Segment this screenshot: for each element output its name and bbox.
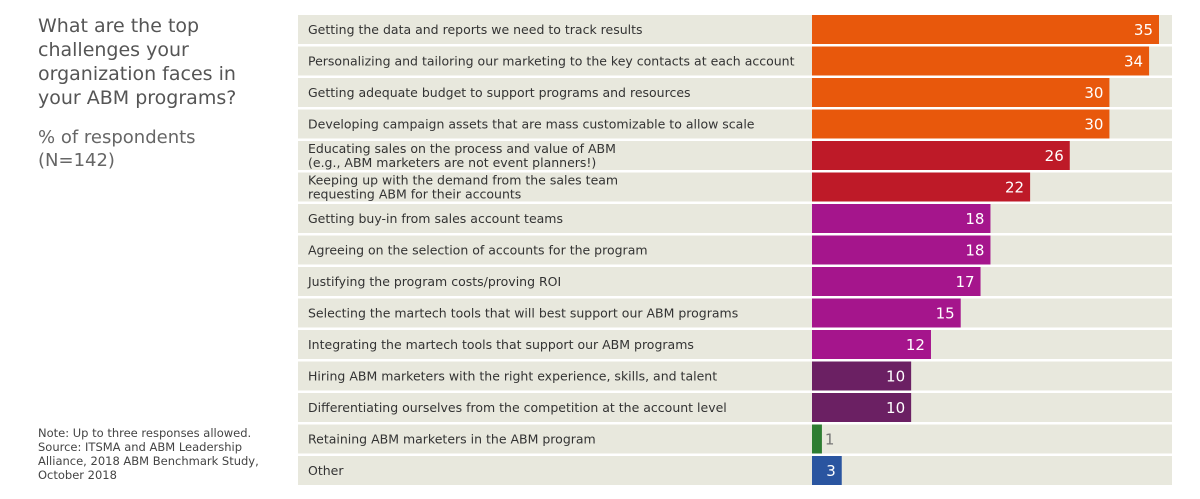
chart-row: Educating sales on the process and value… (298, 141, 1172, 170)
chart-subtitle: % of respondents (N=142) (38, 126, 278, 172)
chart-row: Other 3 (298, 456, 1172, 485)
bar (812, 456, 842, 485)
bar (812, 330, 931, 359)
chart-row: Keeping up with the demand from the sale… (298, 172, 1172, 202)
category-label: Educating sales on the process and value… (308, 141, 616, 170)
value-label: 22 (1005, 179, 1024, 197)
bar (812, 78, 1110, 107)
category-label-line: Educating sales on the process and value… (308, 141, 616, 156)
category-label: Getting buy-in from sales account teams (308, 211, 563, 226)
value-label: 10 (886, 399, 905, 417)
category-label-line: Keeping up with the demand from the sale… (308, 173, 618, 188)
value-label: 30 (1084, 116, 1103, 134)
category-label: Other (308, 463, 344, 478)
chart-row: Agreeing on the selection of accounts fo… (298, 235, 1172, 265)
category-label: Justifying the program costs/proving ROI (307, 274, 561, 289)
row-background (298, 424, 1172, 454)
chart-row: Justifying the program costs/proving ROI… (298, 267, 1172, 296)
value-label: 34 (1124, 53, 1143, 71)
value-label: 1 (825, 431, 835, 449)
value-label: 35 (1134, 21, 1153, 39)
row-background (298, 204, 1172, 233)
value-label: 15 (936, 305, 955, 323)
category-label: Keeping up with the demand from the sale… (308, 173, 618, 202)
row-background (298, 235, 1172, 265)
bar (812, 361, 912, 391)
bar (812, 393, 912, 422)
category-label-line: requesting ABM for their accounts (308, 187, 521, 202)
row-background (298, 330, 1172, 359)
row-background (298, 393, 1172, 422)
note-line: Note: Up to three responses allowed. (38, 426, 252, 440)
bar (812, 46, 1150, 76)
value-label: 30 (1084, 84, 1103, 102)
chart-row: Developing campaign assets that are mass… (298, 109, 1172, 139)
bar (812, 141, 1070, 170)
value-label: 10 (886, 368, 905, 386)
value-label: 12 (906, 336, 925, 354)
bar (812, 267, 981, 296)
value-label: 3 (826, 462, 836, 480)
note-line: Alliance, 2018 ABM Benchmark Study, (38, 454, 259, 468)
category-label: Retaining ABM marketers in the ABM progr… (308, 432, 596, 447)
chart-row: Hiring ABM marketers with the right expe… (298, 361, 1172, 391)
chart-row: Getting buy-in from sales account teams 1… (298, 204, 1172, 233)
subtitle-line: % of respondents (38, 127, 196, 148)
category-label: Differentiating ourselves from the compe… (308, 400, 727, 415)
bar (812, 109, 1110, 139)
category-label: Integrating the martech tools that suppo… (308, 337, 694, 352)
subtitle-line: (N=142) (38, 150, 115, 171)
row-background (298, 456, 1172, 485)
chart-notes: Note: Up to three responses allowed. Sou… (38, 426, 278, 482)
chart-row: Integrating the martech tools that suppo… (298, 330, 1172, 359)
category-label: Personalizing and tailoring our marketin… (308, 54, 795, 69)
row-background (298, 298, 1172, 328)
row-background (298, 361, 1172, 391)
bar (812, 235, 991, 265)
category-label-line: (e.g., ABM marketers are not event plann… (308, 155, 596, 170)
note-line: Source: ITSMA and ABM Leadership (38, 440, 243, 454)
row-background (298, 267, 1172, 296)
bar (812, 204, 991, 233)
value-label: 18 (965, 210, 984, 228)
chart-row: Personalizing and tailoring our marketin… (298, 46, 1172, 76)
chart-title: What are the top challenges your organiz… (38, 15, 237, 109)
category-label: Developing campaign assets that are mass… (308, 117, 755, 132)
category-label: Agreeing on the selection of accounts fo… (308, 243, 648, 258)
category-label: Getting the data and reports we need to … (308, 22, 643, 37)
value-label: 18 (965, 242, 984, 260)
note-line: October 2018 (38, 468, 117, 482)
chart-row: Getting adequate budget to support progr… (298, 78, 1172, 107)
chart-row: Selecting the martech tools that will be… (298, 298, 1172, 328)
left-panel: What are the top challenges your organiz… (38, 14, 278, 494)
value-label: 26 (1045, 147, 1064, 165)
chart-row: Differentiating ourselves from the compe… (298, 393, 1172, 422)
value-label: 17 (955, 273, 974, 291)
bar (812, 298, 961, 328)
category-label: Hiring ABM marketers with the right expe… (308, 369, 717, 384)
chart-row: Getting the data and reports we need to … (298, 15, 1172, 44)
bar (812, 15, 1159, 44)
category-label: Getting adequate budget to support progr… (308, 85, 691, 100)
category-label: Selecting the martech tools that will be… (308, 306, 738, 321)
bar (812, 172, 1031, 202)
bar (812, 424, 822, 454)
chart-row: Retaining ABM marketers in the ABM progr… (298, 424, 1172, 454)
